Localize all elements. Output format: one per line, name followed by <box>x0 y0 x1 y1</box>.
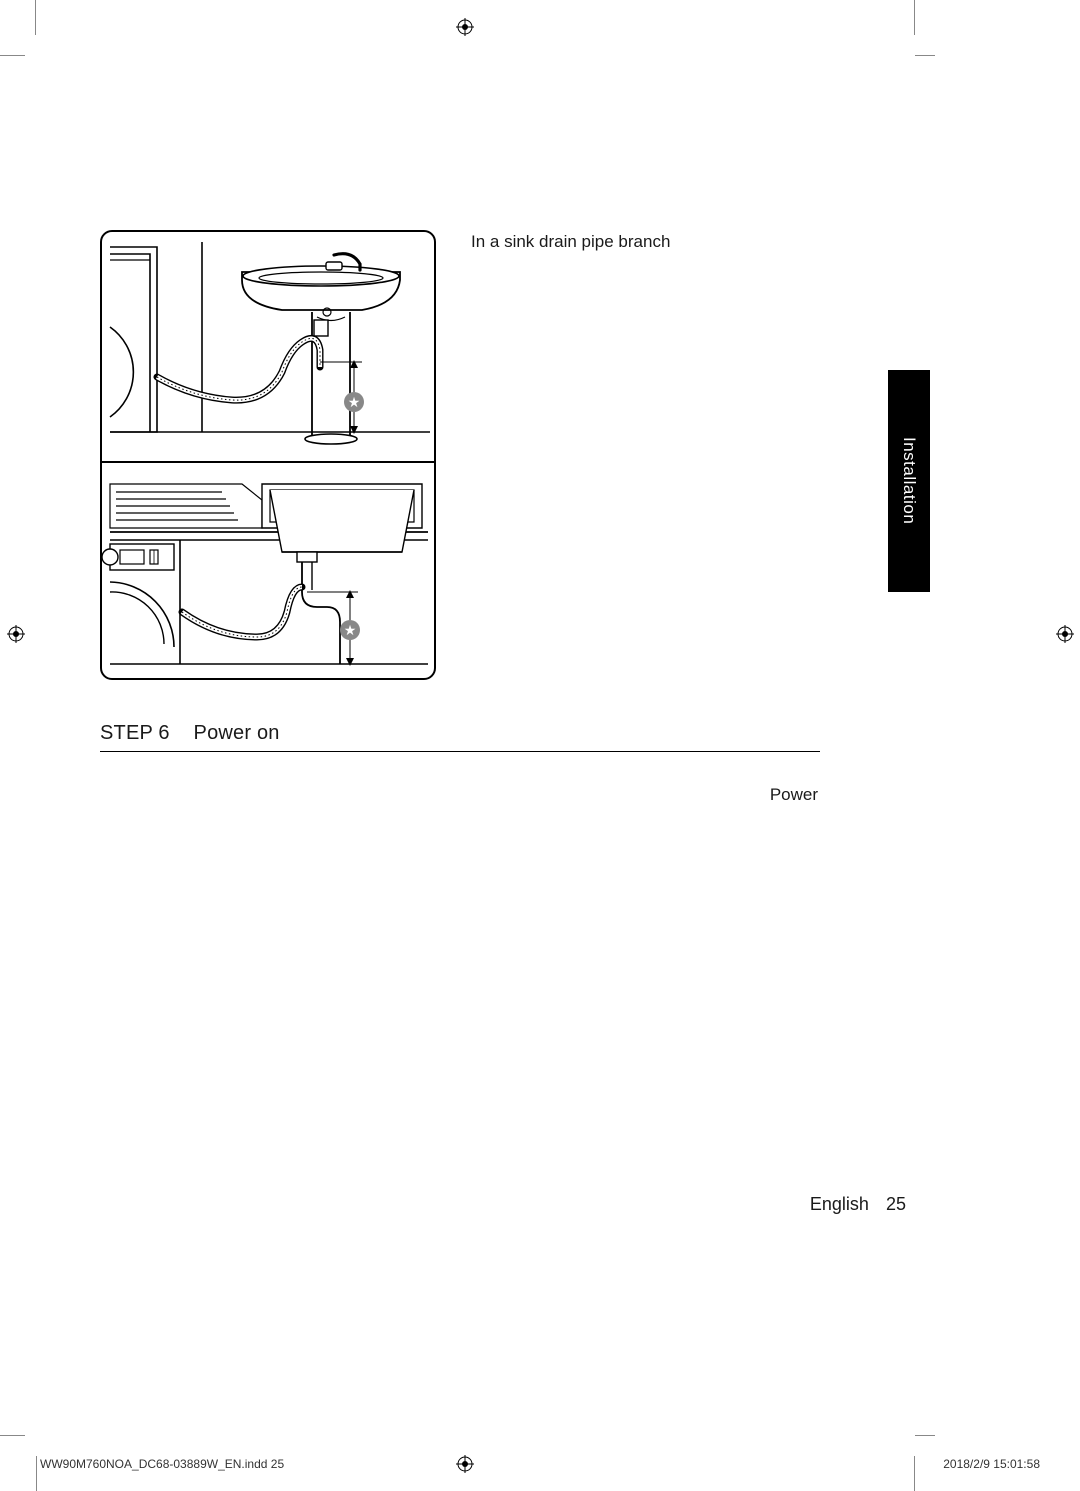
registration-mark-icon <box>7 625 25 643</box>
illustration-caption: In a sink drain pipe branch <box>471 230 670 252</box>
section-tab: Installation <box>888 370 930 592</box>
print-timestamp: 2018/2/9 15:01:58 <box>943 1457 1040 1471</box>
crop-mark <box>0 1435 25 1436</box>
body-text-fragment: Power <box>770 785 818 805</box>
step-title: Power on <box>194 722 280 744</box>
registration-mark-icon <box>1056 625 1074 643</box>
footer-page-number: 25 <box>886 1194 906 1214</box>
svg-text:★: ★ <box>348 394 361 410</box>
print-file-name: WW90M760NOA_DC68-03889W_EN.indd 25 <box>40 1457 284 1471</box>
crop-mark <box>914 0 915 35</box>
section-tab-label: Installation <box>899 437 919 524</box>
svg-text:★: ★ <box>344 622 357 638</box>
step-heading: STEP 6 Power on <box>100 722 820 752</box>
page-footer: English 25 <box>810 1194 906 1215</box>
crop-mark <box>915 55 935 56</box>
step-label: STEP 6 <box>100 722 170 744</box>
crop-mark <box>35 0 36 35</box>
crop-mark <box>36 1456 37 1491</box>
registration-mark-icon <box>456 18 474 36</box>
drain-pipe-illustration: ★ <box>100 230 436 680</box>
crop-mark <box>0 55 25 56</box>
footer-language: English <box>810 1194 869 1214</box>
print-footer: WW90M760NOA_DC68-03889W_EN.indd 25 2018/… <box>40 1457 1040 1471</box>
crop-mark <box>915 1435 935 1436</box>
